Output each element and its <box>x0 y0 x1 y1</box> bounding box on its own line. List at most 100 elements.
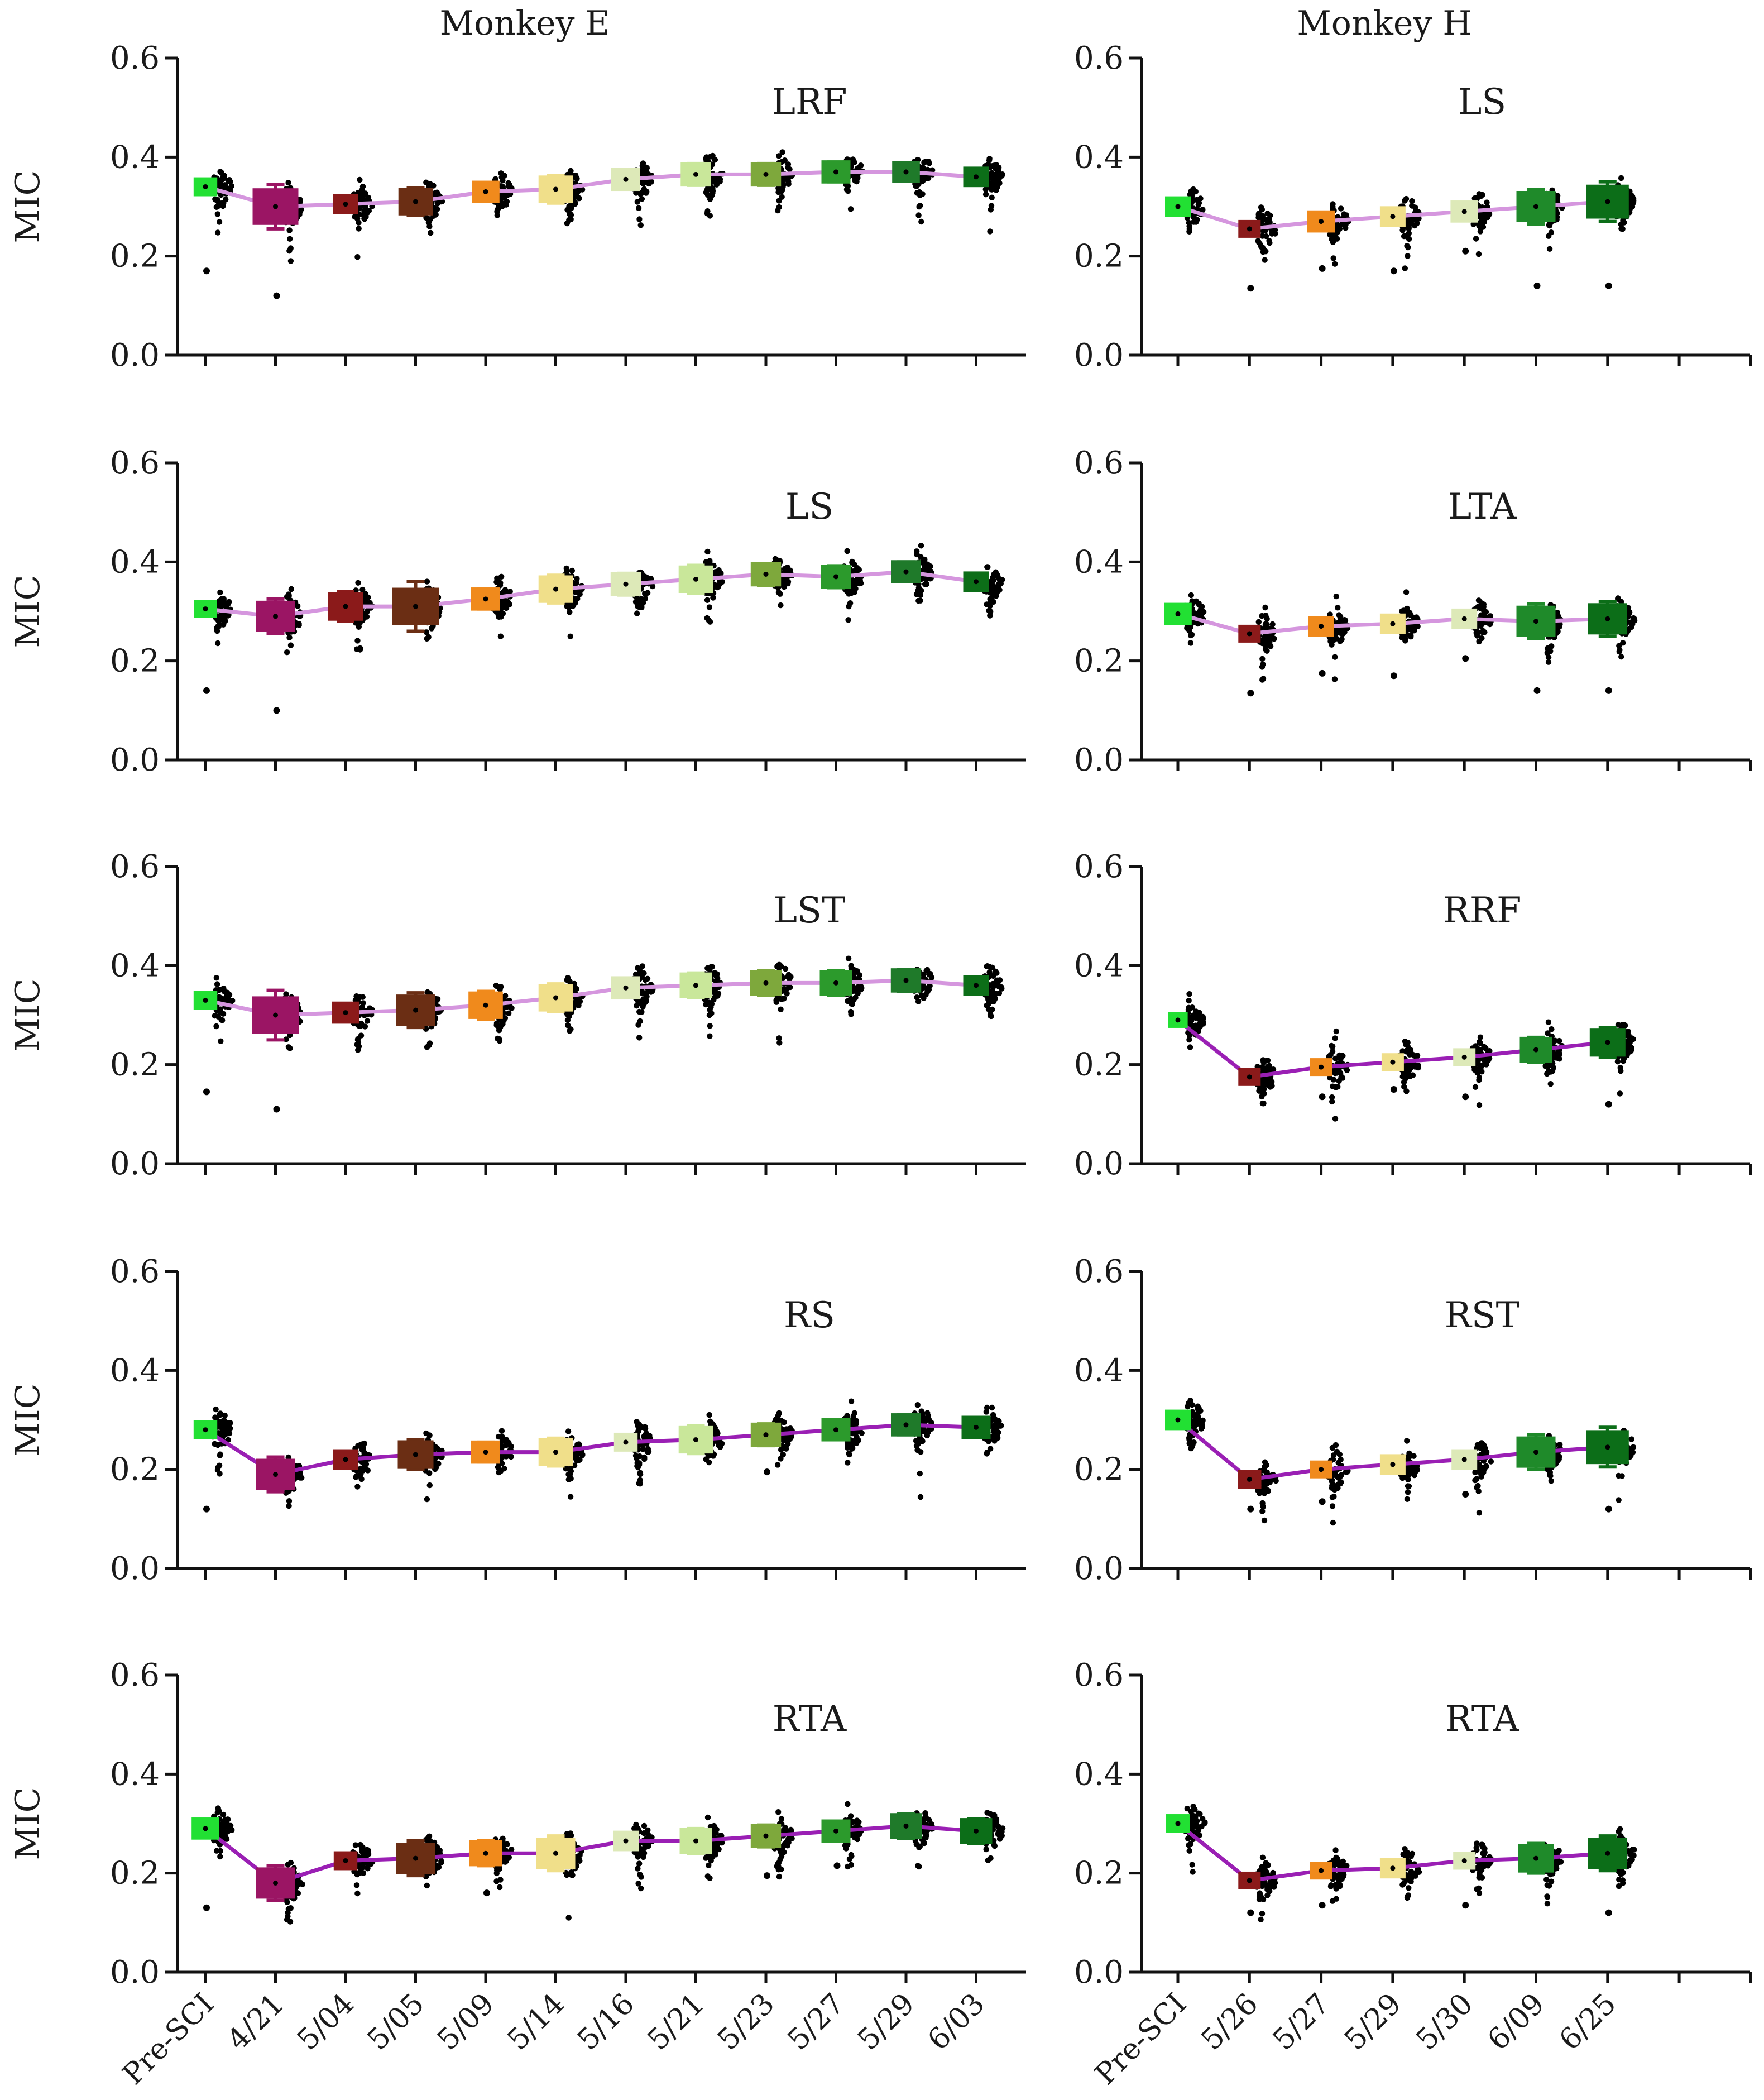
data-point <box>217 1412 223 1418</box>
data-point <box>996 977 1003 983</box>
data-point <box>1186 991 1192 997</box>
data-point <box>1332 1442 1339 1448</box>
data-point <box>783 568 789 574</box>
data-point <box>354 1890 361 1897</box>
data-point <box>502 993 509 999</box>
data-point <box>364 1847 370 1853</box>
data-point <box>1620 640 1626 646</box>
y-tick-label: 0.0 <box>1074 337 1124 374</box>
data-point <box>990 980 996 987</box>
data-point <box>500 178 506 184</box>
data-point <box>649 583 656 590</box>
data-point <box>1197 1020 1204 1026</box>
data-point <box>214 1848 220 1854</box>
panel-title: RTA <box>773 1699 847 1740</box>
outlier-point <box>1390 672 1397 680</box>
data-point <box>1622 1022 1628 1029</box>
data-point <box>984 564 990 570</box>
data-point <box>785 164 791 171</box>
data-point <box>1186 219 1192 226</box>
data-point <box>568 1465 574 1471</box>
data-point <box>227 1425 233 1432</box>
data-point <box>1332 1084 1339 1090</box>
y-axis-label: MIC <box>8 1383 47 1456</box>
data-point <box>424 1496 430 1503</box>
data-point <box>568 1475 574 1482</box>
data-point <box>989 988 995 994</box>
error-bar-5/30 <box>1451 608 1478 629</box>
data-point <box>357 176 363 183</box>
data-point <box>1191 219 1197 225</box>
data-point <box>1628 192 1634 198</box>
data-point <box>704 548 711 555</box>
data-point <box>1547 1062 1553 1069</box>
data-point <box>1258 1088 1264 1094</box>
data-point <box>845 1441 851 1448</box>
error-bar-5/05 <box>398 186 433 217</box>
data-point <box>214 197 220 203</box>
data-point <box>708 192 715 199</box>
data-point <box>1259 1100 1266 1107</box>
data-point <box>214 981 220 987</box>
data-point <box>989 1404 995 1411</box>
data-point <box>493 982 499 989</box>
data-point <box>999 986 1005 992</box>
data-point <box>1186 997 1192 1004</box>
data-point <box>354 638 361 644</box>
data-point <box>989 186 995 193</box>
outlier-point <box>1390 1086 1397 1093</box>
data-point <box>1262 257 1268 263</box>
outlier-point <box>1319 1498 1326 1505</box>
y-tick-label: 0.4 <box>110 139 160 175</box>
data-point <box>500 202 506 208</box>
data-point <box>502 587 509 593</box>
data-point <box>1479 217 1485 223</box>
data-point <box>1406 1452 1412 1458</box>
data-point <box>848 1398 855 1404</box>
error-bar-Pre-SCI <box>1164 602 1192 625</box>
data-point <box>1630 199 1637 206</box>
y-tick-label: 0.6 <box>1074 445 1124 481</box>
data-point <box>996 587 1003 593</box>
data-point <box>706 604 713 610</box>
data-point <box>713 181 720 188</box>
data-point <box>1617 1090 1623 1097</box>
data-point <box>1557 1442 1563 1448</box>
data-point <box>991 1429 997 1435</box>
data-point <box>1618 175 1624 181</box>
data-point <box>1333 1028 1339 1035</box>
data-point <box>565 1915 572 1921</box>
data-point <box>780 180 786 187</box>
data-point <box>781 584 787 590</box>
data-point <box>1480 628 1486 634</box>
data-point <box>569 1872 576 1878</box>
data-point <box>287 642 294 648</box>
data-point <box>1620 218 1626 224</box>
data-point <box>1618 654 1624 660</box>
data-point <box>778 602 784 609</box>
data-point <box>636 1008 643 1015</box>
data-point <box>707 213 713 219</box>
outlier-point <box>1390 267 1397 275</box>
data-point <box>1186 1036 1192 1043</box>
data-point <box>644 975 651 982</box>
data-point <box>215 1805 221 1811</box>
data-point <box>1269 635 1276 642</box>
data-point <box>707 1007 713 1013</box>
data-point <box>1263 248 1269 255</box>
error-bar-5/29 <box>892 161 920 183</box>
data-point <box>1331 676 1338 682</box>
data-point <box>641 970 647 977</box>
data-point <box>1188 592 1194 599</box>
error-bar-5/09 <box>472 180 500 203</box>
data-point <box>1185 1403 1191 1410</box>
data-point <box>1629 621 1636 628</box>
data-point <box>1405 234 1411 240</box>
error-bar-5/27 <box>1307 210 1335 233</box>
error-bar-5/27 <box>1310 1460 1332 1479</box>
outlier-point <box>1605 282 1612 289</box>
data-point <box>1474 1484 1480 1491</box>
error-bar-Pre-SCI <box>1168 1012 1188 1028</box>
error-bar-5/26 <box>1238 1068 1261 1086</box>
data-point <box>506 601 512 607</box>
